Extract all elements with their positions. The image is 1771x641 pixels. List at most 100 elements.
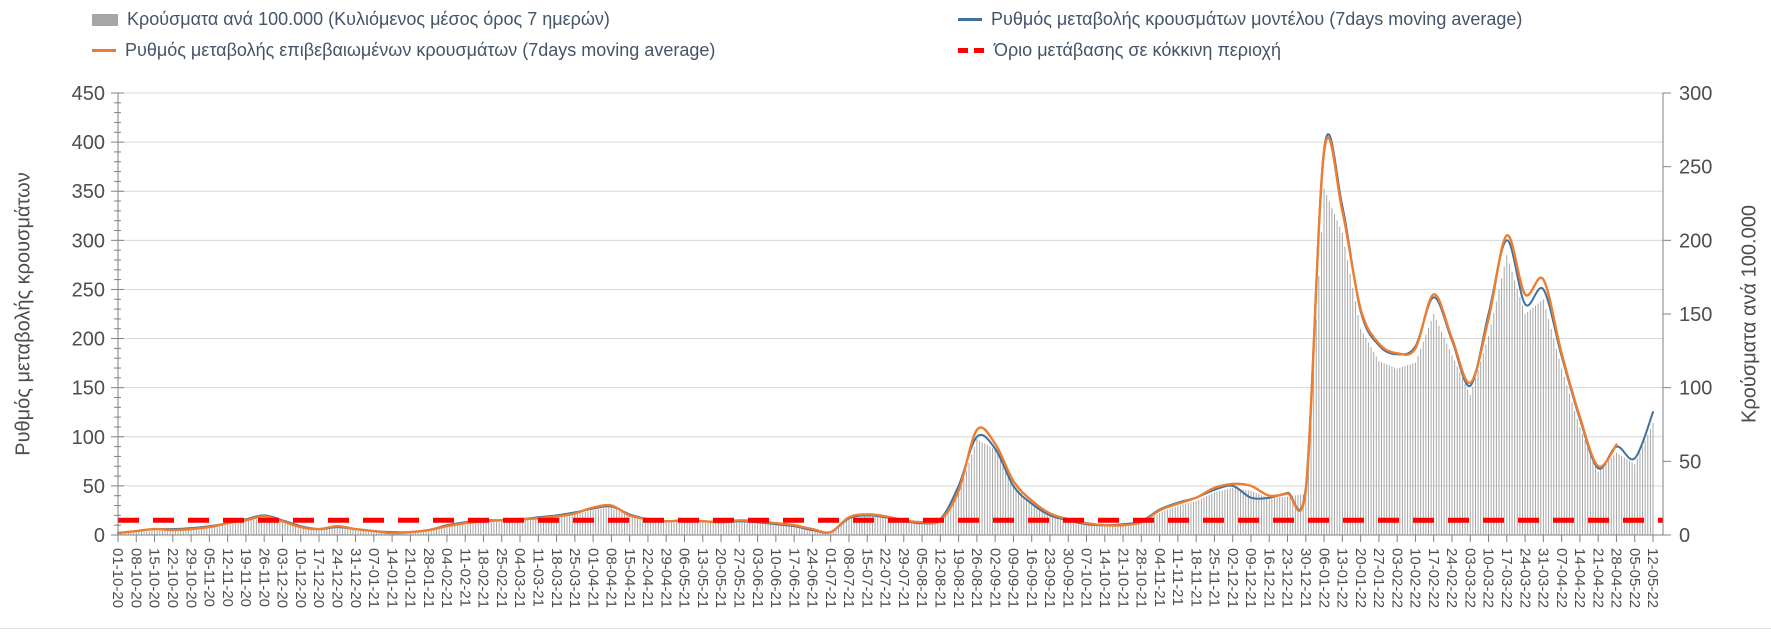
confirmed-rate-line xyxy=(116,136,1618,535)
left-axis-tick-label: 0 xyxy=(94,525,105,547)
left-axis-tick-label: 150 xyxy=(72,378,105,400)
x-axis-tick-label: 06-01-22 xyxy=(1315,548,1332,608)
gridlines xyxy=(118,92,1663,487)
threshold-dash-swatch-icon xyxy=(958,48,985,53)
x-axis-tick-label: 20-05-21 xyxy=(712,548,729,608)
x-axis-tick-label: 17-02-22 xyxy=(1425,548,1442,608)
legend-label-red-zone-threshold: Όριο μετάβασης σε κόκκινη περιοχή xyxy=(994,40,1282,60)
right-axis-tick-label: 300 xyxy=(1679,83,1712,105)
left-axis-tick-label: 100 xyxy=(72,427,105,449)
left-axis-tick-label: 450 xyxy=(72,83,105,105)
x-axis-tick-label: 27-01-22 xyxy=(1370,548,1387,608)
right-axis-tick-label: 200 xyxy=(1679,230,1712,252)
x-axis-tick-label: 15-10-20 xyxy=(146,548,163,608)
x-axis-tick-label: 21-01-21 xyxy=(402,548,419,608)
x-axis-tick-label: 10-03-22 xyxy=(1480,548,1497,608)
x-axis-tick-label: 02-09-21 xyxy=(986,548,1003,608)
x-axis-tick-label: 26-11-20 xyxy=(255,548,272,607)
x-axis-tick-label: 09-09-21 xyxy=(1005,548,1022,608)
x-axis-tick-label: 25-03-21 xyxy=(566,548,583,608)
x-axis-tick-label: 15-04-21 xyxy=(621,548,638,608)
x-axis-tick-label: 28-10-21 xyxy=(1133,548,1150,608)
x-axis-tick-label: 16-12-21 xyxy=(1261,548,1278,608)
x-axis-tick-label: 08-04-21 xyxy=(603,548,620,608)
x-axis-tick-label: 10-06-21 xyxy=(767,548,784,608)
x-axis-tick-label: 19-08-21 xyxy=(950,548,967,608)
x-axis-tick-label: 17-03-22 xyxy=(1498,548,1515,608)
right-axis-tick-label: 0 xyxy=(1679,525,1690,547)
left-axis-tick-label: 300 xyxy=(72,230,105,252)
x-axis-tick-label: 15-07-21 xyxy=(858,548,875,608)
x-axis-tick-label: 11-11-21 xyxy=(1169,548,1186,606)
x-axis-tick-label: 12-08-21 xyxy=(932,548,949,608)
x-axis-tick-label: 22-07-21 xyxy=(877,548,894,608)
x-axis-tick-label: 24-03-22 xyxy=(1516,548,1533,608)
x-axis-tick-label: 22-04-21 xyxy=(639,548,656,608)
x-axis-tick-label: 04-02-21 xyxy=(438,548,455,608)
x-axis-tick-label: 25-02-21 xyxy=(493,548,510,608)
x-axis-tick-label: 25-11-21 xyxy=(1206,548,1223,607)
x-axis-tick-label: 13-01-22 xyxy=(1334,548,1351,608)
x-axis-tick-label: 12-11-20 xyxy=(219,548,236,607)
right-axis-tick-label: 100 xyxy=(1679,378,1712,400)
x-axis-tick-label: 23-09-21 xyxy=(1041,548,1058,608)
x-axis-tick-label: 18-11-21 xyxy=(1187,548,1204,607)
x-axis-tick-label: 05-11-20 xyxy=(201,548,218,607)
x-axis-tick-label: 30-09-21 xyxy=(1059,548,1076,608)
x-axis-tick-label: 04-11-21 xyxy=(1151,548,1168,607)
left-axis-ticks: 0 50 100 150 200 250 300 350 400 450 xyxy=(72,83,124,547)
legend-item-confirmed-rate: Ρυθμός μεταβολής επιβεβαιωμένων κρουσμάτ… xyxy=(92,40,715,61)
x-axis-tick-label: 05-08-21 xyxy=(913,548,930,608)
model-rate-line xyxy=(117,133,1654,534)
x-axis-tick-label: 29-10-20 xyxy=(182,548,199,608)
x-axis-tick-label: 16-09-21 xyxy=(1023,548,1040,608)
x-axis-tick-label: 24-12-20 xyxy=(329,548,346,608)
x-axis-tick-label: 08-10-20 xyxy=(128,548,145,608)
x-axis-tick-label: 31-03-22 xyxy=(1535,548,1552,608)
legend-label-confirmed-rate: Ρυθμός μεταβολής επιβεβαιωμένων κρουσμάτ… xyxy=(125,40,716,60)
x-axis-tick-label: 29-07-21 xyxy=(895,548,912,608)
x-axis-ticks: 01-10-20 08-10-20 15-10-20 22-10-20 29-10-20… xyxy=(109,535,1661,608)
x-axis-tick-label: 01-10-20 xyxy=(109,548,126,608)
x-axis-tick-label: 03-02-22 xyxy=(1388,548,1405,608)
x-axis-tick-label: 07-04-22 xyxy=(1553,548,1570,608)
x-axis-tick-label: 29-04-21 xyxy=(657,548,674,608)
x-axis-tick-label: 18-03-21 xyxy=(548,548,565,608)
right-axis-tick-label: 150 xyxy=(1679,304,1712,326)
legend-label-cases-per-100k: Κρούσματα ανά 100.000 (Κυλιόμενος μέσος … xyxy=(127,9,610,29)
x-axis-tick-label: 12-05-22 xyxy=(1644,548,1661,608)
x-axis-tick-label: 14-04-22 xyxy=(1571,548,1588,608)
x-axis-tick-label: 21-10-21 xyxy=(1114,548,1131,608)
legend-label-model-rate: Ρυθμός μεταβολής κρουσμάτων μοντέλου (7d… xyxy=(991,9,1523,29)
x-axis-tick-label: 20-01-22 xyxy=(1352,548,1369,608)
left-axis-tick-label: 50 xyxy=(83,476,105,498)
x-axis-tick-label: 24-02-22 xyxy=(1443,548,1460,608)
right-axis-tick-label: 50 xyxy=(1679,451,1701,473)
x-axis-tick-label: 03-12-20 xyxy=(274,548,291,608)
x-axis-tick-label: 31-12-20 xyxy=(347,548,364,608)
x-axis-tick-label: 19-11-20 xyxy=(237,548,254,607)
x-axis-tick-label: 26-08-21 xyxy=(968,548,985,608)
x-axis-tick-label: 07-01-21 xyxy=(365,548,382,608)
right-axis-tick-label: 250 xyxy=(1679,157,1712,179)
legend-item-model-rate: Ρυθμός μεταβολής κρουσμάτων μοντέλου (7d… xyxy=(958,9,1522,30)
x-axis-tick-label: 17-06-21 xyxy=(785,548,802,608)
x-axis-tick-label: 03-06-21 xyxy=(749,548,766,608)
panel-bottom-edge xyxy=(0,628,1771,629)
x-axis-tick-label: 06-05-21 xyxy=(676,548,693,608)
x-axis-tick-label: 02-12-21 xyxy=(1224,548,1241,608)
x-axis-tick-label: 21-04-22 xyxy=(1589,548,1606,608)
confirmed-line-swatch-icon xyxy=(92,49,116,52)
left-axis-tick-label: 200 xyxy=(72,329,105,351)
x-axis-tick-label: 28-01-21 xyxy=(420,548,437,608)
x-axis-tick-label: 13-05-21 xyxy=(694,548,711,608)
x-axis-tick-label: 23-12-21 xyxy=(1279,548,1296,608)
x-axis-tick-label: 18-02-21 xyxy=(475,548,492,608)
left-axis-tick-label: 350 xyxy=(72,181,105,203)
model-line-swatch-icon xyxy=(958,18,982,21)
x-axis-tick-label: 10-12-20 xyxy=(292,548,309,608)
bar-series-swatch-icon xyxy=(92,13,118,26)
x-axis-tick-label: 04-03-21 xyxy=(511,548,528,608)
